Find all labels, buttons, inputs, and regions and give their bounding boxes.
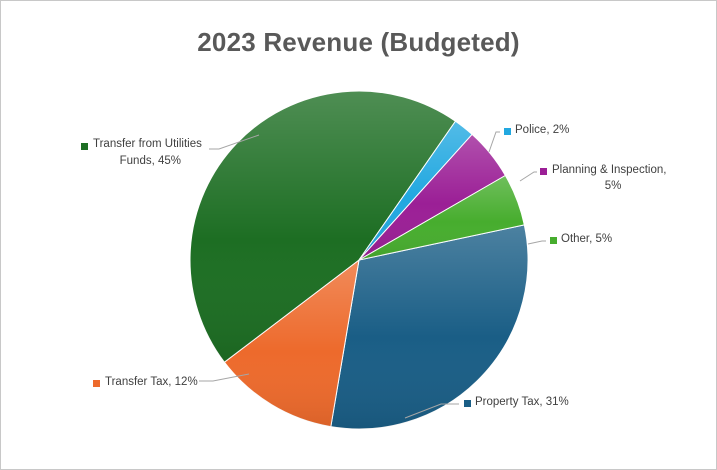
leader-line	[199, 373, 250, 382]
data-label: Other, 5%	[561, 233, 612, 245]
data-label: Property Tax, 31%	[475, 396, 569, 408]
data-label: Transfer from Utilities Funds, 45%	[93, 138, 202, 167]
leader-line	[404, 403, 459, 419]
label-color-key	[93, 380, 100, 387]
leader-line	[519, 171, 537, 182]
leader-line	[488, 131, 500, 153]
label-color-key	[81, 143, 88, 150]
data-label: Police, 2%	[515, 124, 569, 136]
chart-title: 2023 Revenue (Budgeted)	[197, 27, 520, 57]
data-label: Transfer Tax, 12%	[105, 376, 198, 388]
label-color-key	[464, 400, 471, 407]
label-color-key	[550, 237, 557, 244]
leader-line	[527, 240, 546, 245]
leader-line	[209, 134, 260, 150]
label-color-key	[504, 128, 511, 135]
label-color-key	[540, 168, 547, 175]
data-label: Planning & Inspection, 5%	[552, 164, 666, 192]
